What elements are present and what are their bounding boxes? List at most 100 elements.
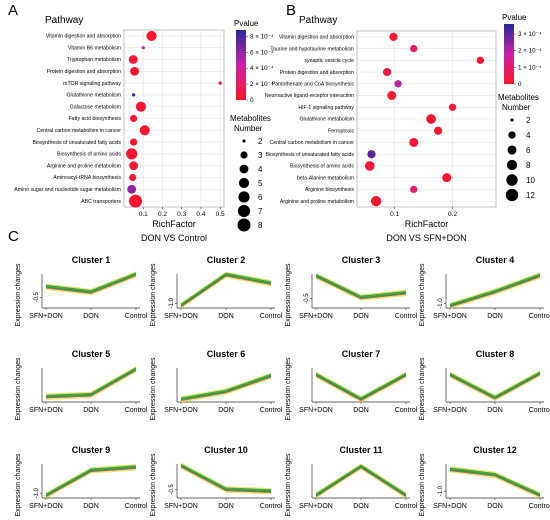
y-axis-label: Expression changes bbox=[285, 357, 292, 421]
cluster-plot: Cluster 5 Expression changes SFN+DON DON Con… bbox=[15, 349, 148, 421]
trend-line bbox=[315, 465, 407, 496]
pathway-label: Taurine and hypotaurine metabolism bbox=[270, 46, 354, 52]
data-point bbox=[448, 103, 457, 111]
trend-line bbox=[180, 272, 272, 305]
size-legend-dot bbox=[242, 139, 246, 143]
x-tick-label: SFN+DON bbox=[299, 503, 333, 510]
x-axis-label: RichFactor bbox=[405, 219, 449, 229]
pathway-label: ABC transporters bbox=[81, 199, 121, 205]
dotplot-panel-b: Pathway Vitamin digestion and absorption T… bbox=[265, 13, 542, 243]
trend-line bbox=[315, 372, 407, 399]
trend-line bbox=[180, 465, 272, 493]
cluster-plot: Cluster 7 Expression changes SFN+DON DON Con… bbox=[285, 349, 418, 421]
trend-line bbox=[315, 273, 407, 297]
data-point bbox=[130, 66, 140, 76]
trend-line bbox=[45, 272, 137, 292]
data-point bbox=[394, 80, 402, 88]
trend-line bbox=[315, 467, 407, 498]
x-tick-label: SFN+DON bbox=[433, 313, 467, 320]
pathway-label: Ferroptosis bbox=[328, 128, 354, 134]
size-legend-label: 10 bbox=[526, 176, 535, 185]
comparison-label: DON VS Control bbox=[141, 233, 207, 243]
panel-c-letter: C bbox=[8, 228, 19, 245]
pathway-label: Neuroactive ligand-receptor interaction bbox=[265, 93, 354, 99]
pathway-label: Biosynthesis of amino acids bbox=[57, 152, 121, 158]
trend-line bbox=[315, 274, 407, 298]
trend-line bbox=[315, 374, 407, 401]
trend-line bbox=[180, 375, 272, 401]
cluster-plot: Cluster 10 Expression changes -0.5 SFN+DON D… bbox=[150, 445, 283, 517]
pvalue-colorbar bbox=[236, 30, 246, 100]
size-legend-dot bbox=[237, 204, 251, 218]
x-tick-label: SFN+DON bbox=[164, 313, 198, 320]
cluster-title: Cluster 10 bbox=[204, 445, 248, 455]
data-point bbox=[426, 114, 436, 124]
size-legend-title: Metabolites bbox=[498, 93, 539, 102]
cluster-title: Cluster 11 bbox=[339, 445, 382, 455]
y-tick-label: -0.5 bbox=[304, 293, 310, 304]
size-legend-label: 6 bbox=[526, 146, 531, 155]
x-tick-label: SFN+DON bbox=[433, 503, 467, 510]
cluster-title: Cluster 12 bbox=[473, 445, 517, 455]
x-tick-label: 0.1 bbox=[390, 211, 399, 218]
trend-line bbox=[449, 273, 541, 306]
size-legend-label: 7 bbox=[258, 207, 263, 216]
cluster-title: Cluster 4 bbox=[476, 255, 515, 265]
data-point bbox=[387, 91, 397, 101]
pathway-label: Aminoacyl-tRNA biosynthesis bbox=[53, 175, 121, 181]
data-point bbox=[128, 55, 138, 64]
size-legend-title: Number bbox=[234, 124, 263, 133]
x-tick-label: DON bbox=[353, 503, 369, 510]
pathway-label: Pantothenate and CoA biosynthesis bbox=[272, 82, 355, 88]
x-tick-label: SFN+DON bbox=[299, 407, 333, 414]
trend-line bbox=[449, 374, 541, 400]
trend-line bbox=[180, 466, 272, 493]
cluster-title: Cluster 8 bbox=[476, 349, 515, 359]
trend-line bbox=[180, 373, 272, 399]
y-axis-label: Expression changes bbox=[285, 453, 292, 517]
size-legend-label: 2 bbox=[258, 137, 263, 146]
data-point bbox=[141, 46, 145, 50]
pathway-label: Vitamin digestion and absorption bbox=[46, 34, 121, 40]
x-tick-label: 0.3 bbox=[177, 211, 186, 218]
x-tick-label: SFN+DON bbox=[29, 313, 63, 320]
dotplot-panel-a: Pathway Vitamin digestion and absorption V… bbox=[14, 15, 274, 243]
pathway-label: beta-Alanine metabolism bbox=[297, 175, 354, 181]
y-axis-label: Expression changes bbox=[15, 357, 22, 421]
cluster-plot: Cluster 6 Expression changes SFN+DON DON Con… bbox=[150, 349, 283, 421]
trend-line bbox=[449, 276, 541, 308]
trend-line bbox=[45, 468, 137, 498]
x-tick-label: DON bbox=[218, 313, 234, 320]
pathway-label: Protein digestion and absorption bbox=[280, 70, 355, 76]
x-tick-label: Control bbox=[529, 503, 550, 510]
pathway-label: Central carbon metabolism in cancer bbox=[270, 140, 355, 146]
trend-band bbox=[181, 271, 271, 309]
pvalue-legend-title: Pvalue bbox=[234, 19, 259, 28]
trend-line bbox=[315, 373, 407, 400]
x-tick-label: DON bbox=[218, 407, 234, 414]
x-tick-label: SFN+DON bbox=[29, 407, 63, 414]
y-tick-label: -0.5 bbox=[169, 484, 175, 495]
colorbar-label: 0 bbox=[250, 97, 254, 104]
cluster-title: Cluster 5 bbox=[72, 349, 111, 359]
size-legend-dot bbox=[240, 151, 248, 159]
x-tick-label: SFN+DON bbox=[164, 503, 198, 510]
data-point bbox=[146, 30, 157, 41]
data-point bbox=[129, 161, 139, 171]
pathway-title: Pathway bbox=[299, 15, 337, 26]
trend-line bbox=[45, 367, 137, 397]
size-legend-dot bbox=[506, 159, 518, 171]
panel-a-letter: A bbox=[8, 2, 19, 19]
x-tick-label: DON bbox=[83, 313, 99, 320]
y-axis-label: Expression changes bbox=[150, 357, 157, 421]
x-tick-label: Control bbox=[125, 407, 148, 414]
pathway-label: Tryptophan metabolism bbox=[67, 57, 121, 63]
data-point bbox=[433, 126, 443, 135]
size-legend-label: 4 bbox=[258, 165, 263, 174]
x-tick-label: DON bbox=[83, 407, 99, 414]
pathway-label: Galactose metabolism bbox=[70, 104, 121, 110]
cluster-title: Cluster 1 bbox=[72, 255, 111, 265]
y-axis-label: Expression changes bbox=[419, 453, 426, 517]
pathway-label: Protein digestion and absorption bbox=[47, 69, 122, 75]
trend-line bbox=[449, 371, 541, 398]
